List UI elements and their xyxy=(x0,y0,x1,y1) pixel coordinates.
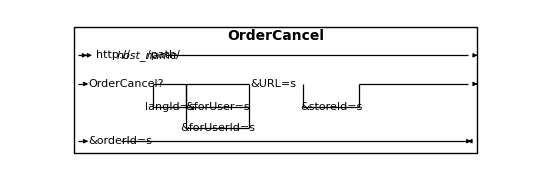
Text: /path/: /path/ xyxy=(147,50,180,60)
Text: langId=s: langId=s xyxy=(145,102,194,112)
Text: http://: http:// xyxy=(96,50,130,60)
Text: &forUser=s: &forUser=s xyxy=(185,102,250,112)
Text: OrderCancel?: OrderCancel? xyxy=(88,79,164,89)
Text: &forUserId=s: &forUserId=s xyxy=(180,122,255,133)
Text: &URL=s: &URL=s xyxy=(251,79,297,89)
Text: host_name: host_name xyxy=(116,50,178,61)
Text: OrderCancel: OrderCancel xyxy=(227,29,324,43)
Text: &orderId=s: &orderId=s xyxy=(88,136,152,146)
Text: &storeId=s: &storeId=s xyxy=(300,102,362,112)
